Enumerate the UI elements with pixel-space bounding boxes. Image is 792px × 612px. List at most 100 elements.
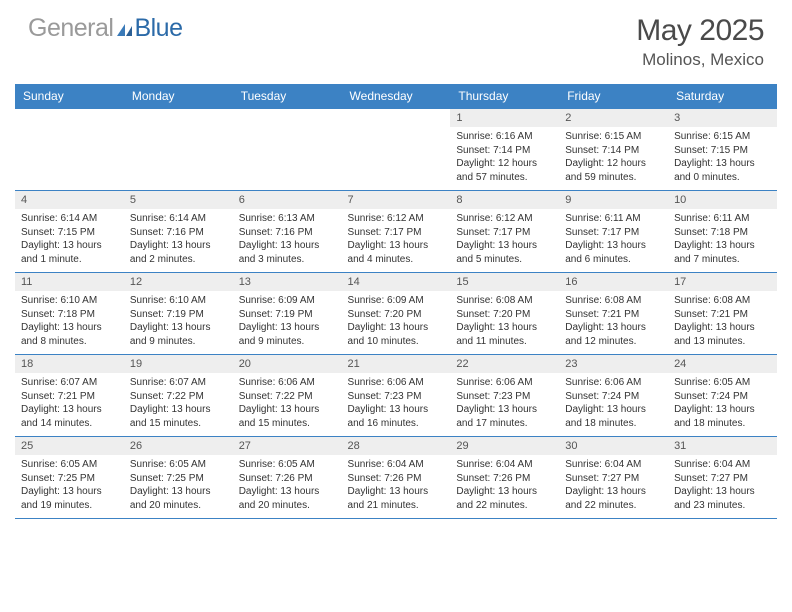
dow-friday: Friday <box>559 84 668 109</box>
sunrise-text: Sunrise: 6:06 AM <box>565 376 663 390</box>
day-info: Sunrise: 6:06 AMSunset: 7:23 PMDaylight:… <box>450 376 559 430</box>
day-cell: 26Sunrise: 6:05 AMSunset: 7:25 PMDayligh… <box>124 437 233 519</box>
sunset-text: Sunset: 7:14 PM <box>456 144 554 158</box>
day-cell: 13Sunrise: 6:09 AMSunset: 7:19 PMDayligh… <box>233 273 342 355</box>
week-row: 25Sunrise: 6:05 AMSunset: 7:25 PMDayligh… <box>15 437 777 519</box>
brand-part2: Blue <box>134 14 182 43</box>
day-cell: 17 Sunrise: 6:08 AMSunset: 7:21 PMDayligh… <box>668 273 777 355</box>
daylight-text: Daylight: 13 hours and 15 minutes. <box>130 403 228 430</box>
day-number: 14 <box>342 273 451 291</box>
brand-part1: General <box>28 14 113 43</box>
day-info: Sunrise: 6:08 AMSunset: 7:21 PMDaylight:… <box>559 294 668 348</box>
day-number: 6 <box>233 191 342 209</box>
sunset-text: Sunset: 7:24 PM <box>565 390 663 404</box>
dow-tuesday: Tuesday <box>233 84 342 109</box>
day-info: Sunrise: 6:05 AMSunset: 7:25 PMDaylight:… <box>124 458 233 512</box>
sunrise-text: Sunrise: 6:07 AM <box>130 376 228 390</box>
sunset-text: Sunset: 7:21 PM <box>21 390 119 404</box>
daylight-text: Daylight: 13 hours and 17 minutes. <box>456 403 554 430</box>
day-cell: 15Sunrise: 6:08 AMSunset: 7:20 PMDayligh… <box>450 273 559 355</box>
day-number: 13 <box>233 273 342 291</box>
daylight-text: Daylight: 13 hours and 14 minutes. <box>21 403 119 430</box>
daylight-text: Daylight: 13 hours and 22 minutes. <box>456 485 554 512</box>
day-number: 1 <box>450 109 559 127</box>
day-info: Sunrise: 6:11 AMSunset: 7:17 PMDaylight:… <box>559 212 668 266</box>
day-number: 22 <box>450 355 559 373</box>
daylight-text: Daylight: 13 hours and 18 minutes. <box>565 403 663 430</box>
brand-logo: General Blue <box>28 14 183 43</box>
day-number: 29 <box>450 437 559 455</box>
day-cell: . <box>15 109 124 191</box>
daylight-text: Daylight: 13 hours and 4 minutes. <box>348 239 446 266</box>
sunrise-text: Sunrise: 6:08 AM <box>565 294 663 308</box>
sunset-text: Sunset: 7:21 PM <box>674 308 772 322</box>
week-row: 18Sunrise: 6:07 AMSunset: 7:21 PMDayligh… <box>15 355 777 437</box>
daylight-text: Daylight: 13 hours and 18 minutes. <box>674 403 772 430</box>
day-number: 16 <box>559 273 668 291</box>
day-number: 24 <box>668 355 777 373</box>
sunset-text: Sunset: 7:26 PM <box>239 472 337 486</box>
sunset-text: Sunset: 7:15 PM <box>674 144 772 158</box>
day-info: Sunrise: 6:05 AMSunset: 7:25 PMDaylight:… <box>15 458 124 512</box>
day-info: Sunrise: 6:13 AMSunset: 7:16 PMDaylight:… <box>233 212 342 266</box>
day-info: Sunrise: 6:04 AMSunset: 7:26 PMDaylight:… <box>450 458 559 512</box>
week-row: 11Sunrise: 6:10 AMSunset: 7:18 PMDayligh… <box>15 273 777 355</box>
sunrise-text: Sunrise: 6:05 AM <box>21 458 119 472</box>
day-cell: 25Sunrise: 6:05 AMSunset: 7:25 PMDayligh… <box>15 437 124 519</box>
day-number: 12 <box>124 273 233 291</box>
sunrise-text: Sunrise: 6:05 AM <box>239 458 337 472</box>
day-cell: . <box>342 109 451 191</box>
week-row: ....1Sunrise: 6:16 AMSunset: 7:14 PMDayl… <box>15 109 777 191</box>
sunset-text: Sunset: 7:25 PM <box>130 472 228 486</box>
sunset-text: Sunset: 7:17 PM <box>348 226 446 240</box>
day-info: Sunrise: 6:06 AMSunset: 7:23 PMDaylight:… <box>342 376 451 430</box>
sunrise-text: Sunrise: 6:06 AM <box>348 376 446 390</box>
daylight-text: Daylight: 13 hours and 15 minutes. <box>239 403 337 430</box>
sunset-text: Sunset: 7:20 PM <box>456 308 554 322</box>
sunset-text: Sunset: 7:23 PM <box>348 390 446 404</box>
day-number: 17 <box>668 273 777 291</box>
day-number: 30 <box>559 437 668 455</box>
sunset-text: Sunset: 7:24 PM <box>674 390 772 404</box>
day-number: 23 <box>559 355 668 373</box>
daylight-text: Daylight: 13 hours and 10 minutes. <box>348 321 446 348</box>
day-cell: 16 Sunrise: 6:08 AMSunset: 7:21 PMDayligh… <box>559 273 668 355</box>
sunset-text: Sunset: 7:27 PM <box>674 472 772 486</box>
day-cell: 11Sunrise: 6:10 AMSunset: 7:18 PMDayligh… <box>15 273 124 355</box>
day-number: 27 <box>233 437 342 455</box>
day-info: Sunrise: 6:07 AMSunset: 7:21 PMDaylight:… <box>15 376 124 430</box>
daylight-text: Daylight: 13 hours and 5 minutes. <box>456 239 554 266</box>
day-info: Sunrise: 6:06 AMSunset: 7:24 PMDaylight:… <box>559 376 668 430</box>
day-cell: 8Sunrise: 6:12 AMSunset: 7:17 PMDaylight… <box>450 191 559 273</box>
day-info: Sunrise: 6:08 AMSunset: 7:20 PMDaylight:… <box>450 294 559 348</box>
sunset-text: Sunset: 7:27 PM <box>565 472 663 486</box>
dow-thursday: Thursday <box>450 84 559 109</box>
sunset-text: Sunset: 7:22 PM <box>239 390 337 404</box>
day-info: Sunrise: 6:15 AMSunset: 7:14 PMDaylight:… <box>559 130 668 184</box>
sunset-text: Sunset: 7:14 PM <box>565 144 663 158</box>
day-cell: 18Sunrise: 6:07 AMSunset: 7:21 PMDayligh… <box>15 355 124 437</box>
day-info: Sunrise: 6:07 AMSunset: 7:22 PMDaylight:… <box>124 376 233 430</box>
day-info: Sunrise: 6:08 AMSunset: 7:21 PMDaylight:… <box>668 294 777 348</box>
daylight-text: Daylight: 13 hours and 2 minutes. <box>130 239 228 266</box>
day-cell: 23 Sunrise: 6:06 AMSunset: 7:24 PMDayligh… <box>559 355 668 437</box>
sunrise-text: Sunrise: 6:07 AM <box>21 376 119 390</box>
daylight-text: Daylight: 13 hours and 21 minutes. <box>348 485 446 512</box>
sunrise-text: Sunrise: 6:08 AM <box>456 294 554 308</box>
day-number: 9 <box>559 191 668 209</box>
day-cell: 5Sunrise: 6:14 AMSunset: 7:16 PMDaylight… <box>124 191 233 273</box>
day-info: Sunrise: 6:10 AMSunset: 7:19 PMDaylight:… <box>124 294 233 348</box>
day-cell: 10Sunrise: 6:11 AMSunset: 7:18 PMDayligh… <box>668 191 777 273</box>
day-number: 8 <box>450 191 559 209</box>
day-cell: 24Sunrise: 6:05 AMSunset: 7:24 PMDayligh… <box>668 355 777 437</box>
sunrise-text: Sunrise: 6:06 AM <box>456 376 554 390</box>
dow-sunday: Sunday <box>15 84 124 109</box>
sunset-text: Sunset: 7:16 PM <box>239 226 337 240</box>
location-label: Molinos, Mexico <box>636 50 764 70</box>
day-cell: . <box>233 109 342 191</box>
day-number: 28 <box>342 437 451 455</box>
day-cell: 30Sunrise: 6:04 AMSunset: 7:27 PMDayligh… <box>559 437 668 519</box>
daylight-text: Daylight: 13 hours and 22 minutes. <box>565 485 663 512</box>
day-info: Sunrise: 6:14 AMSunset: 7:16 PMDaylight:… <box>124 212 233 266</box>
day-number: 3 <box>668 109 777 127</box>
